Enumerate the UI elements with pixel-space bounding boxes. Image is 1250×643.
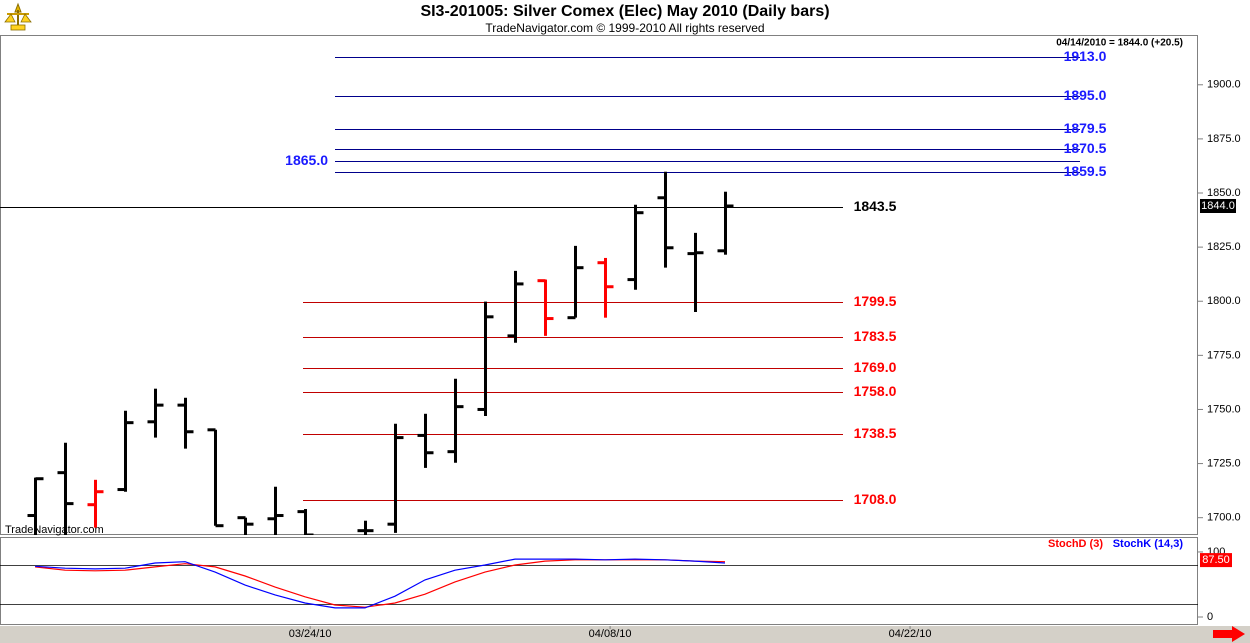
- last-price-box: [1200, 198, 1236, 213]
- chart-title: SI3-201005: Silver Comex (Elec) May 2010…: [420, 3, 829, 20]
- y-tick-label: 1725.0: [1207, 457, 1241, 469]
- y-tick-label: 1775.0: [1207, 349, 1241, 361]
- y-tick-label: 1900.0: [1207, 79, 1241, 91]
- bars: [27, 171, 734, 535]
- logo: [3, 2, 33, 32]
- y-tick-label: 1825.0: [1207, 241, 1241, 253]
- y-tick-label: 1700.0: [1207, 512, 1241, 524]
- y-tick-label: 1800.0: [1207, 295, 1241, 307]
- legend-entry: StochD (3): [1048, 538, 1103, 550]
- level-label: 1769.0: [854, 359, 897, 375]
- level-label: 1738.5: [854, 425, 897, 441]
- level-label: 1865.0: [285, 152, 328, 168]
- last-value-label: 87.50: [1202, 554, 1230, 566]
- x-tick-label: 04/22/10: [889, 628, 932, 640]
- level-label: 1913.0: [1064, 48, 1107, 64]
- stoch-panel: [0, 537, 1198, 625]
- level-label: 1879.5: [1064, 120, 1107, 136]
- level-label: 1859.5: [1064, 163, 1107, 179]
- watermark: TradeNavigator.com: [5, 524, 104, 536]
- scroll-arrow[interactable]: [1213, 626, 1245, 642]
- level-label: 1895.0: [1064, 87, 1107, 103]
- price-panel: [0, 35, 1198, 535]
- y-tick-label: 1875.0: [1207, 133, 1241, 145]
- level-label: 1783.5: [854, 328, 897, 344]
- level-label: 1870.5: [1064, 140, 1107, 156]
- y-tick-label: 1850.0: [1207, 187, 1241, 199]
- level-label: 1758.0: [854, 383, 897, 399]
- x-tick-label: 03/24/10: [289, 628, 332, 640]
- level-label: 1799.5: [854, 293, 897, 309]
- legend-entry: StochK (14,3): [1113, 538, 1184, 550]
- last-price-label: 1844.0: [1201, 200, 1235, 212]
- date-strip: [0, 626, 1250, 643]
- level-label: 1843.5: [854, 198, 897, 214]
- y-tick-label: 1750.0: [1207, 403, 1241, 415]
- chart-subtitle: TradeNavigator.com © 1999-2010 All right…: [485, 21, 764, 35]
- stoch-line: [35, 558, 726, 609]
- last-value-box: [1200, 553, 1232, 568]
- y-tick-label: 0: [1207, 611, 1213, 623]
- level-label: 1708.0: [854, 491, 897, 507]
- levels: 1913.0 1895.0 1879.5 1870.5 1865.0 1859.5 1843…: [0, 48, 1107, 507]
- lines: [35, 558, 726, 609]
- price-info: 04/14/2010 = 1844.0 (+20.5): [1056, 38, 1183, 49]
- x-tick-label: 04/08/10: [589, 628, 632, 640]
